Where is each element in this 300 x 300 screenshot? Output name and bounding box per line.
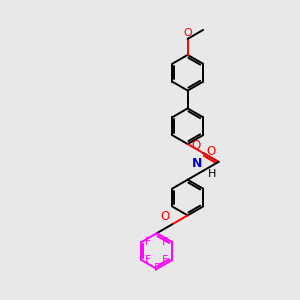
- Text: H: H: [208, 169, 216, 179]
- Text: O: O: [183, 28, 192, 38]
- Text: F: F: [154, 263, 160, 273]
- Text: N: N: [192, 157, 202, 170]
- Text: O: O: [192, 139, 201, 152]
- Text: O: O: [160, 210, 169, 223]
- Text: O: O: [206, 146, 215, 158]
- Text: F: F: [162, 237, 168, 247]
- Text: F: F: [145, 237, 152, 247]
- Text: F: F: [162, 255, 168, 265]
- Text: F: F: [145, 255, 152, 265]
